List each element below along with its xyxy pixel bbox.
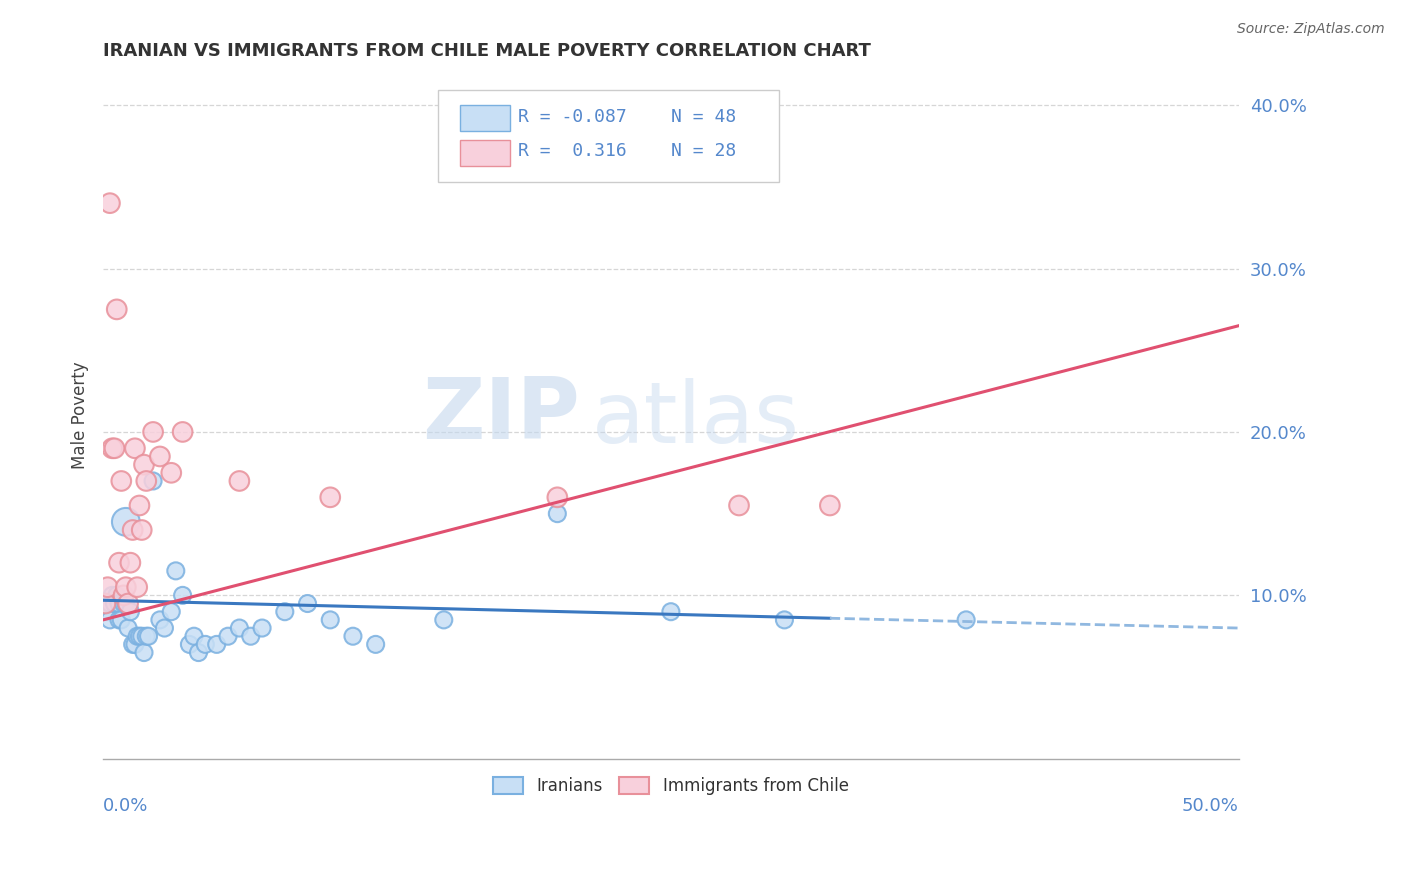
Text: 0.0%: 0.0%	[103, 797, 149, 814]
Point	[546, 507, 568, 521]
Point	[110, 474, 132, 488]
Point	[138, 629, 160, 643]
Point	[98, 196, 121, 211]
Point	[274, 605, 297, 619]
Point	[165, 564, 187, 578]
Y-axis label: Male Poverty: Male Poverty	[72, 362, 89, 469]
Point	[94, 597, 117, 611]
Point	[433, 613, 456, 627]
Point	[194, 637, 217, 651]
Text: 50.0%: 50.0%	[1182, 797, 1239, 814]
Point	[172, 425, 194, 439]
Point	[97, 580, 120, 594]
Point	[108, 597, 131, 611]
Point	[183, 629, 205, 643]
Point	[120, 556, 142, 570]
Point	[160, 466, 183, 480]
Point	[135, 474, 157, 488]
Point	[131, 629, 153, 643]
Point	[217, 629, 239, 643]
Point	[142, 425, 165, 439]
Text: N = 28: N = 28	[671, 143, 737, 161]
Text: IRANIAN VS IMMIGRANTS FROM CHILE MALE POVERTY CORRELATION CHART: IRANIAN VS IMMIGRANTS FROM CHILE MALE PO…	[103, 42, 870, 60]
Text: R = -0.087: R = -0.087	[517, 108, 626, 126]
Point	[121, 637, 143, 651]
Point	[179, 637, 201, 651]
Point	[546, 491, 568, 505]
Point	[98, 597, 121, 611]
Point	[112, 588, 135, 602]
Text: Source: ZipAtlas.com: Source: ZipAtlas.com	[1237, 22, 1385, 37]
Point	[112, 597, 135, 611]
Point	[127, 629, 149, 643]
Point	[108, 613, 131, 627]
Point	[117, 597, 139, 611]
Point	[228, 621, 250, 635]
Point	[105, 302, 128, 317]
Point	[108, 556, 131, 570]
Point	[239, 629, 262, 643]
Point	[250, 621, 273, 635]
Point	[342, 629, 364, 643]
Point	[128, 499, 150, 513]
Point	[297, 597, 319, 611]
Text: N = 48: N = 48	[671, 108, 737, 126]
Point	[228, 474, 250, 488]
Point	[153, 621, 176, 635]
Point	[131, 523, 153, 537]
Point	[149, 613, 172, 627]
Point	[205, 637, 228, 651]
Point	[172, 588, 194, 602]
Point	[121, 523, 143, 537]
Point	[659, 605, 682, 619]
Point	[115, 515, 138, 529]
Point	[955, 613, 977, 627]
Point	[132, 646, 155, 660]
Point	[94, 597, 117, 611]
Point	[135, 629, 157, 643]
Point	[132, 458, 155, 472]
Point	[115, 597, 138, 611]
Point	[101, 588, 124, 602]
Text: ZIP: ZIP	[422, 374, 581, 457]
Point	[110, 613, 132, 627]
Point	[117, 621, 139, 635]
Point	[101, 442, 124, 456]
Point	[818, 499, 841, 513]
FancyBboxPatch shape	[460, 105, 509, 131]
Point	[364, 637, 387, 651]
Point	[187, 646, 209, 660]
Point	[160, 605, 183, 619]
Point	[115, 580, 138, 594]
Point	[124, 442, 146, 456]
Point	[124, 637, 146, 651]
Point	[142, 474, 165, 488]
Point	[773, 613, 796, 627]
Point	[120, 605, 142, 619]
Point	[319, 491, 342, 505]
Point	[98, 613, 121, 627]
Point	[127, 580, 149, 594]
Text: R =  0.316: R = 0.316	[517, 143, 626, 161]
Point	[105, 588, 128, 602]
Point	[97, 605, 120, 619]
Point	[728, 499, 751, 513]
Text: atlas: atlas	[592, 377, 800, 460]
Point	[319, 613, 342, 627]
Point	[103, 597, 125, 611]
Point	[128, 629, 150, 643]
Point	[149, 450, 172, 464]
Legend: Iranians, Immigrants from Chile: Iranians, Immigrants from Chile	[486, 771, 855, 802]
Point	[103, 442, 125, 456]
FancyBboxPatch shape	[460, 140, 509, 166]
FancyBboxPatch shape	[439, 89, 779, 182]
